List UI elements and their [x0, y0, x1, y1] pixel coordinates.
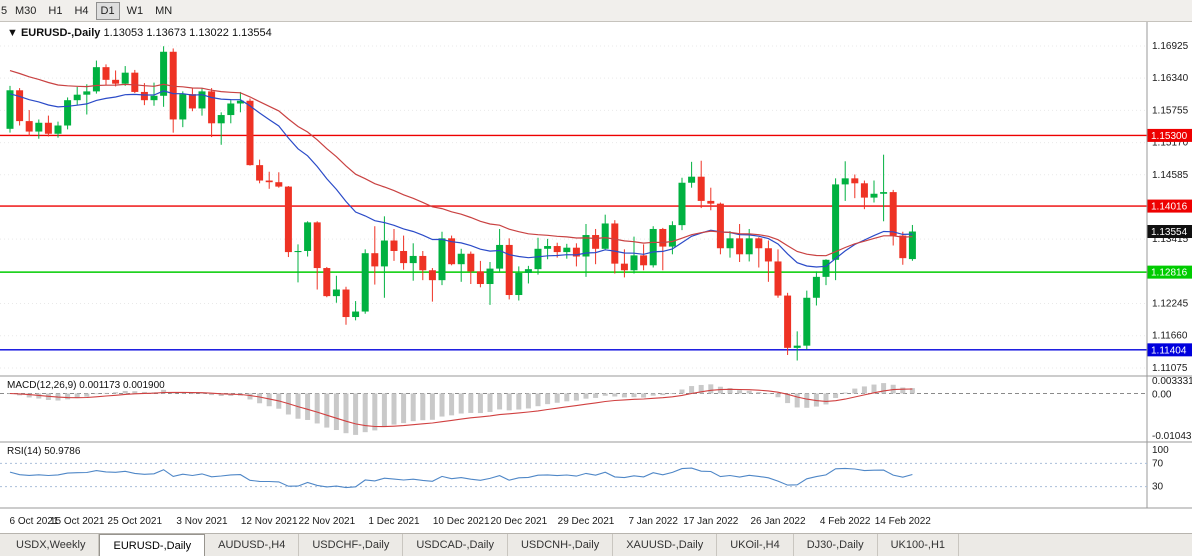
- timeframe-toolbar: 5 M30 H1 H4 D1 W1 MN: [0, 0, 1192, 22]
- price-axis-labels: 1.16925 1.16340 1.15755 1.15170 1.14585 1.134…: [1152, 41, 1189, 374]
- chart-tab-eurusd-daily[interactable]: EURUSD-,Daily: [99, 534, 206, 556]
- timeframe-button-m30[interactable]: M30: [15, 4, 37, 17]
- svg-text:7 Jan 2022: 7 Jan 2022: [628, 516, 678, 527]
- svg-text:3 Nov 2021: 3 Nov 2021: [176, 516, 228, 527]
- chart-tab-bar: USDX,Weekly EURUSD-,Daily AUDUSD-,H4 USDCHF…: [0, 533, 1192, 556]
- macd-axis-labels: 0.003331 0.00 -0.010435: [1152, 376, 1192, 442]
- svg-text:1.14585: 1.14585: [1152, 170, 1189, 181]
- svg-text:10 Dec 2021: 10 Dec 2021: [433, 516, 490, 527]
- svg-text:1.13415: 1.13415: [1152, 234, 1189, 245]
- svg-text:1.11075: 1.11075: [1152, 363, 1188, 374]
- price-badge-1.15300: 1.15300: [1147, 128, 1192, 142]
- svg-text:1.14016: 1.14016: [1151, 202, 1188, 213]
- svg-text:1.11660: 1.11660: [1152, 331, 1188, 342]
- price-badge-1.14016: 1.14016: [1147, 199, 1192, 213]
- chart-tab-uk100-h1[interactable]: UK100-,H1: [878, 534, 960, 556]
- svg-text:26 Jan 2022: 26 Jan 2022: [750, 516, 805, 527]
- svg-text:1.15170: 1.15170: [1152, 138, 1189, 149]
- svg-text:1.11404: 1.11404: [1151, 345, 1187, 356]
- macd-signal-line: [9, 388, 913, 428]
- chart-tab-usdx-weekly[interactable]: USDX,Weekly: [3, 534, 100, 556]
- svg-text:1 Dec 2021: 1 Dec 2021: [368, 516, 420, 527]
- timeframe-button-h1[interactable]: H1: [48, 4, 63, 17]
- svg-text:15 Oct 2021: 15 Oct 2021: [50, 516, 105, 527]
- chart-tab-ukoil-h4[interactable]: UKOil-,H4: [717, 534, 794, 556]
- price-chart[interactable]: 1.16925 1.16340 1.15755 1.15170 1.14585 1.134…: [0, 22, 1192, 533]
- svg-text:0.003331: 0.003331: [1152, 376, 1192, 387]
- rsi-line: [9, 467, 913, 489]
- svg-text:1.13554: 1.13554: [1151, 227, 1188, 238]
- chart-tab-xauusd-daily[interactable]: XAUUSD-,Daily: [613, 534, 718, 556]
- svg-text:1.12245: 1.12245: [1152, 299, 1189, 310]
- price-badge-1.12816: 1.12816: [1147, 265, 1192, 279]
- svg-text:6 Oct 2021: 6 Oct 2021: [10, 516, 59, 527]
- svg-text:29 Dec 2021: 29 Dec 2021: [558, 516, 615, 527]
- ma-fast-blue: [9, 90, 913, 268]
- chart-tab-usdcad-daily[interactable]: USDCAD-,Daily: [403, 534, 508, 556]
- horizontal-level-lines[interactable]: [0, 134, 1147, 351]
- chart-tab-usdcnh-daily[interactable]: USDCNH-,Daily: [508, 534, 614, 556]
- svg-text:25 Oct 2021: 25 Oct 2021: [108, 516, 163, 527]
- chart-tab-dj30-daily[interactable]: DJ30-,Daily: [794, 534, 878, 556]
- price-badge-1.13554: 1.13554: [1147, 225, 1192, 239]
- svg-text:100: 100: [1152, 445, 1169, 456]
- svg-text:17 Jan 2022: 17 Jan 2022: [683, 516, 738, 527]
- svg-text:1.15300: 1.15300: [1151, 131, 1188, 142]
- svg-text:1.16925: 1.16925: [1152, 41, 1189, 52]
- svg-text:14 Feb 2022: 14 Feb 2022: [875, 516, 932, 527]
- timeframe-button-d1[interactable]: D1: [95, 1, 120, 20]
- timeframe-button-mn[interactable]: MN: [155, 4, 173, 17]
- svg-text:70: 70: [1152, 458, 1164, 469]
- svg-text:1.15755: 1.15755: [1152, 105, 1189, 116]
- svg-text:30: 30: [1152, 482, 1164, 493]
- timeframe-button-5[interactable]: 5: [1, 4, 8, 17]
- rsi-axis-labels: 100 70 30: [1152, 445, 1169, 493]
- chart-tab-usdchf-daily[interactable]: USDCHF-,Daily: [299, 534, 404, 556]
- timeframe-button-h4[interactable]: H4: [74, 4, 89, 17]
- svg-text:22 Nov 2021: 22 Nov 2021: [298, 516, 355, 527]
- ma-slow-red: [9, 70, 913, 257]
- candlestick-series: [6, 46, 916, 361]
- timeframe-button-w1[interactable]: W1: [126, 4, 144, 17]
- svg-text:20 Dec 2021: 20 Dec 2021: [490, 516, 547, 527]
- svg-text:4 Feb 2022: 4 Feb 2022: [820, 516, 871, 527]
- svg-text:-0.010435: -0.010435: [1152, 431, 1192, 442]
- svg-text:1.12816: 1.12816: [1151, 268, 1188, 279]
- macd-histogram: [7, 383, 915, 435]
- svg-text:1.16340: 1.16340: [1152, 73, 1189, 84]
- svg-text:0.00: 0.00: [1152, 389, 1172, 400]
- chart-tab-audusd-h4[interactable]: AUDUSD-,H4: [205, 534, 300, 556]
- svg-text:12 Nov 2021: 12 Nov 2021: [241, 516, 298, 527]
- price-badge-1.11404: 1.11404: [1147, 343, 1192, 357]
